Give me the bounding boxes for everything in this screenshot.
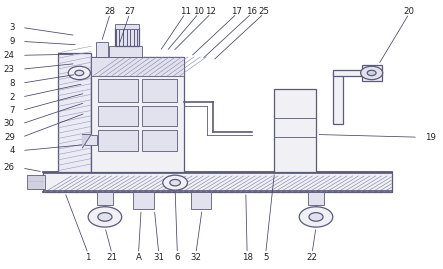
Text: A: A	[136, 253, 141, 261]
Text: 12: 12	[206, 8, 217, 16]
Bar	[98, 79, 138, 102]
Text: 10: 10	[193, 8, 204, 16]
Bar	[96, 42, 108, 57]
Bar	[98, 130, 138, 151]
Bar	[91, 57, 184, 172]
Text: 16: 16	[246, 8, 257, 16]
Text: 32: 32	[190, 253, 202, 261]
Bar	[109, 46, 142, 57]
Circle shape	[361, 66, 383, 80]
Text: 2: 2	[9, 93, 15, 101]
Text: 18: 18	[241, 253, 253, 261]
Bar	[142, 130, 177, 151]
Bar	[333, 72, 342, 124]
Bar	[362, 65, 382, 81]
Polygon shape	[82, 134, 91, 148]
Text: 25: 25	[258, 8, 269, 16]
Bar	[97, 192, 113, 206]
Bar	[27, 175, 45, 189]
Bar	[133, 192, 154, 210]
Bar	[115, 24, 139, 29]
Bar	[115, 28, 139, 46]
Text: 7: 7	[9, 106, 15, 115]
Bar	[43, 172, 392, 192]
Text: 19: 19	[425, 133, 435, 142]
Bar	[275, 89, 316, 172]
Bar	[142, 107, 177, 126]
Text: 28: 28	[105, 8, 116, 16]
Text: 30: 30	[4, 119, 15, 128]
Circle shape	[88, 207, 122, 227]
Bar	[58, 53, 91, 172]
Text: 3: 3	[9, 23, 15, 32]
Bar	[142, 79, 177, 102]
Text: 9: 9	[9, 37, 15, 46]
Text: 17: 17	[231, 8, 242, 16]
Text: 20: 20	[404, 8, 415, 16]
Bar	[333, 70, 368, 76]
Bar	[85, 134, 97, 145]
Text: 22: 22	[307, 253, 318, 261]
Bar	[91, 57, 184, 76]
Circle shape	[309, 213, 323, 221]
Text: 11: 11	[180, 8, 191, 16]
Text: 31: 31	[153, 253, 164, 261]
Text: 8: 8	[9, 79, 15, 88]
Circle shape	[68, 66, 90, 80]
Text: 26: 26	[4, 164, 15, 172]
Circle shape	[98, 213, 112, 221]
Text: 21: 21	[106, 253, 117, 261]
Text: 4: 4	[9, 146, 15, 155]
Circle shape	[75, 70, 84, 76]
Bar	[308, 192, 324, 206]
Circle shape	[299, 207, 333, 227]
Text: 23: 23	[4, 65, 15, 74]
Text: 5: 5	[263, 253, 268, 261]
Circle shape	[367, 70, 376, 76]
Text: 24: 24	[4, 51, 15, 60]
Circle shape	[163, 175, 187, 190]
Text: 1: 1	[85, 253, 91, 261]
Circle shape	[170, 179, 180, 186]
Bar	[190, 192, 211, 210]
Text: 6: 6	[175, 253, 180, 261]
Text: 27: 27	[124, 8, 135, 16]
Text: 29: 29	[4, 133, 15, 142]
Bar	[98, 107, 138, 126]
